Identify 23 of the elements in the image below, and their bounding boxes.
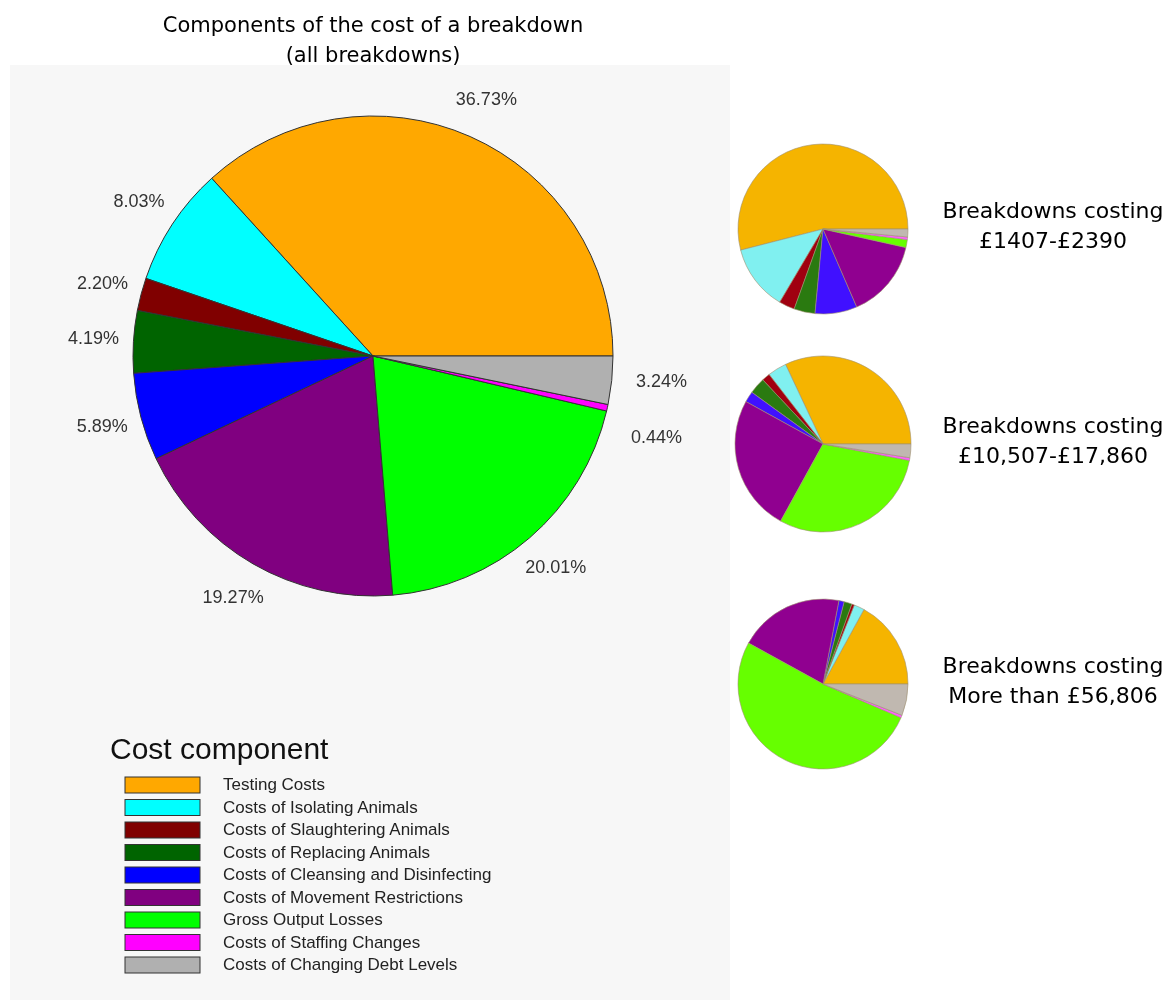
legend-label: Gross Output Losses [223,910,383,929]
data-label: 2.20% [76,272,128,293]
legend-label: Costs of Staffing Changes [223,932,421,952]
data-label: 8.03% [113,190,165,211]
data-label: 3.24% [636,371,688,392]
legend-label: Costs of Cleansing and Disinfecting [223,865,492,884]
data-label: 0.44% [630,427,682,448]
text: Breakdowns costing £1407-£2390 [942,198,1164,253]
chart-title: Components of the cost of a breakdown (all breakdowns) [162,13,584,67]
data-label: 36.73% [455,88,517,109]
legend-label: Costs of Changing Debt Levels [223,955,458,974]
legend-label: Testing Costs [223,775,326,794]
text: Breakdowns costing £10,507-£17,860 [942,413,1164,468]
data-label: 5.89% [76,416,128,436]
legend-label: Costs of Replacing Animals [223,842,430,862]
legend-label: Costs of Isolating Animals [223,797,418,817]
data-label: 20.01% [525,556,587,577]
data-label: 19.27% [202,587,264,608]
text: Breakdowns costing More than £56,806 [942,653,1164,708]
legend-label: Costs of Slaughtering Animals [223,820,450,839]
legend-title: Cost component [110,732,330,765]
data-label: 4.19% [67,328,120,349]
legend-label: Costs of Movement Restrictions [223,887,463,907]
